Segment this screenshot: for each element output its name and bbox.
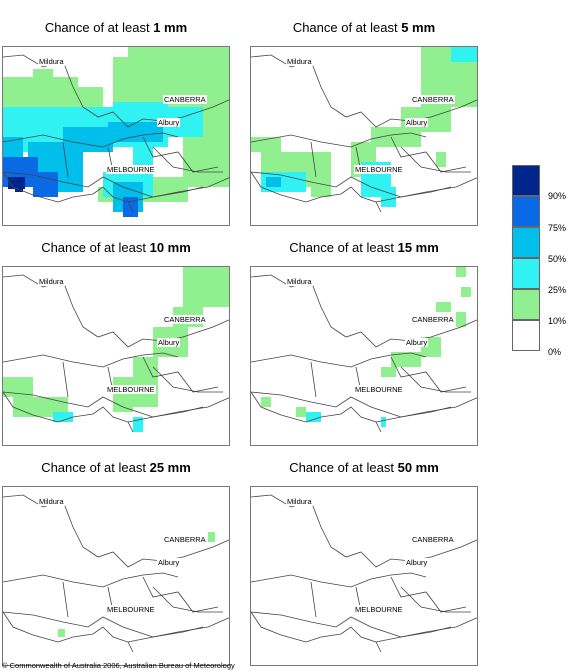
boundaries [251, 274, 477, 433]
melbourne-label: MELBOURNE [354, 605, 404, 614]
panel-25mm: Chance of at least 25 mm Mildura CANBERR… [2, 456, 230, 666]
melbourne-label: MELBOURNE [106, 165, 156, 174]
rain-probability-cells [3, 47, 229, 217]
albury-label: Albury [405, 558, 429, 567]
legend-swatch-0 [512, 320, 540, 351]
albury-label: Albury [157, 118, 181, 127]
legend-label-10: 10% [548, 316, 567, 326]
panel-title: Chance of at least 25 mm [41, 460, 191, 475]
legend-label-0: 0% [548, 347, 562, 357]
map-graphic [251, 494, 477, 653]
canberra-label: CANBERRA [411, 535, 455, 544]
legend-swatch-90 [512, 165, 540, 196]
probability-map: Mildura CANBERRA Albury MELBOURNE [250, 46, 478, 226]
albury-label: Albury [405, 338, 429, 347]
rain-probability-cells [58, 532, 215, 637]
albury-label: Albury [405, 118, 429, 127]
mildura-label: Mildura [286, 57, 313, 66]
panel-15mm: Chance of at least 15 mm Mildura CANBERR… [250, 236, 478, 446]
canberra-label: CANBERRA [411, 315, 455, 324]
legend-swatch-10 [512, 289, 540, 320]
mildura-label: Mildura [38, 497, 65, 506]
map-graphic [251, 267, 477, 433]
copyright-notice: © Commonwealth of Australia 2006, Austra… [2, 661, 235, 670]
melbourne-label: MELBOURNE [354, 385, 404, 394]
canberra-label: CANBERRA [163, 95, 207, 104]
mildura-label: Mildura [38, 277, 65, 286]
legend-swatch-75 [512, 196, 540, 227]
mildura-label: Mildura [286, 277, 313, 286]
panel-title: Chance of at least 5 mm [292, 20, 436, 35]
map-graphic [3, 267, 229, 433]
melbourne-label: MELBOURNE [354, 165, 404, 174]
mildura-label: Mildura [286, 497, 313, 506]
panel-5mm: Chance of at least 5 mm Mildura CANBERRA… [250, 16, 478, 226]
panel-title: Chance of at least 50 mm [289, 460, 439, 475]
panel-1mm: Chance of at least 1 mm [2, 16, 230, 226]
legend-swatch-50 [512, 227, 540, 258]
melbourne-label: MELBOURNE [106, 605, 156, 614]
canberra-label: CANBERRA [411, 95, 455, 104]
probability-map: Mildura CANBERRA Albury MELBOURNE [2, 46, 230, 226]
probability-map: Mildura CANBERRA Albury MELBOURNE [2, 486, 230, 666]
panel-10mm: Chance of at least 10 mm Mildura CANBERR… [2, 236, 230, 446]
probability-map: Mildura CANBERRA Albury MELBOURNE [2, 266, 230, 446]
legend-label-50: 50% [548, 254, 567, 264]
map-graphic [3, 47, 229, 217]
mildura-label: Mildura [38, 57, 65, 66]
albury-label: Albury [157, 338, 181, 347]
panel-title: Chance of at least 15 mm [289, 240, 439, 255]
probability-map: Mildura CANBERRA Albury MELBOURNE [250, 486, 478, 666]
legend-label-90: 90% [548, 191, 567, 201]
boundaries [251, 494, 477, 653]
map-graphic [251, 47, 477, 213]
canberra-label: CANBERRA [163, 535, 207, 544]
legend-label-75: 75% [548, 223, 567, 233]
rain-probability-cells [261, 267, 471, 427]
albury-label: Albury [157, 558, 181, 567]
boundaries [3, 54, 229, 213]
panel-title: Chance of at least 10 mm [41, 240, 191, 255]
legend-swatch-25 [512, 258, 540, 289]
legend-label-25: 25% [548, 285, 567, 295]
panel-50mm: Chance of at least 50 mm Mildura CANBERR… [250, 456, 478, 666]
melbourne-label: MELBOURNE [106, 385, 156, 394]
probability-map: Mildura CANBERRA Albury MELBOURNE [250, 266, 478, 446]
rain-probability-cells [251, 47, 477, 207]
panel-title: Chance of at least 1 mm [44, 20, 188, 35]
rain-probability-cells [3, 267, 229, 432]
map-graphic [3, 494, 229, 653]
canberra-label: CANBERRA [163, 315, 207, 324]
boundaries [3, 494, 229, 653]
